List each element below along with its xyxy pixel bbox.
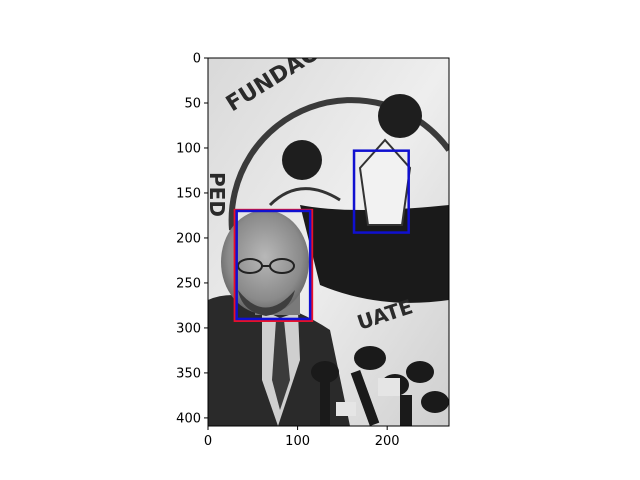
y-tick-label: 50 [184, 96, 201, 111]
y-tick-label: 250 [176, 276, 201, 291]
bounding-boxes [233, 149, 410, 322]
y-tick-label: 300 [176, 321, 201, 336]
y-tick-label: 150 [176, 186, 201, 201]
y-tick-label: 0 [193, 52, 201, 67]
x-tick-label: 200 [375, 434, 400, 449]
y-tick-label: 350 [176, 366, 201, 381]
photo-image: FUNDACION PED UATE [205, 58, 449, 426]
y-axis: 0 50 100 150 200 250 300 350 400 [176, 52, 208, 426]
bounding-box-1 [235, 209, 312, 321]
x-axis: 0 100 200 [204, 426, 400, 449]
y-tick-label: 200 [176, 231, 201, 246]
x-tick-label: 100 [285, 434, 310, 449]
y-tick-label: 400 [176, 411, 201, 426]
axes-frame [207, 57, 450, 427]
x-tick-label: 0 [204, 434, 212, 449]
logo-text-left: PED [205, 172, 229, 217]
bounding-box-2 [352, 149, 410, 234]
y-tick-label: 100 [176, 141, 201, 156]
